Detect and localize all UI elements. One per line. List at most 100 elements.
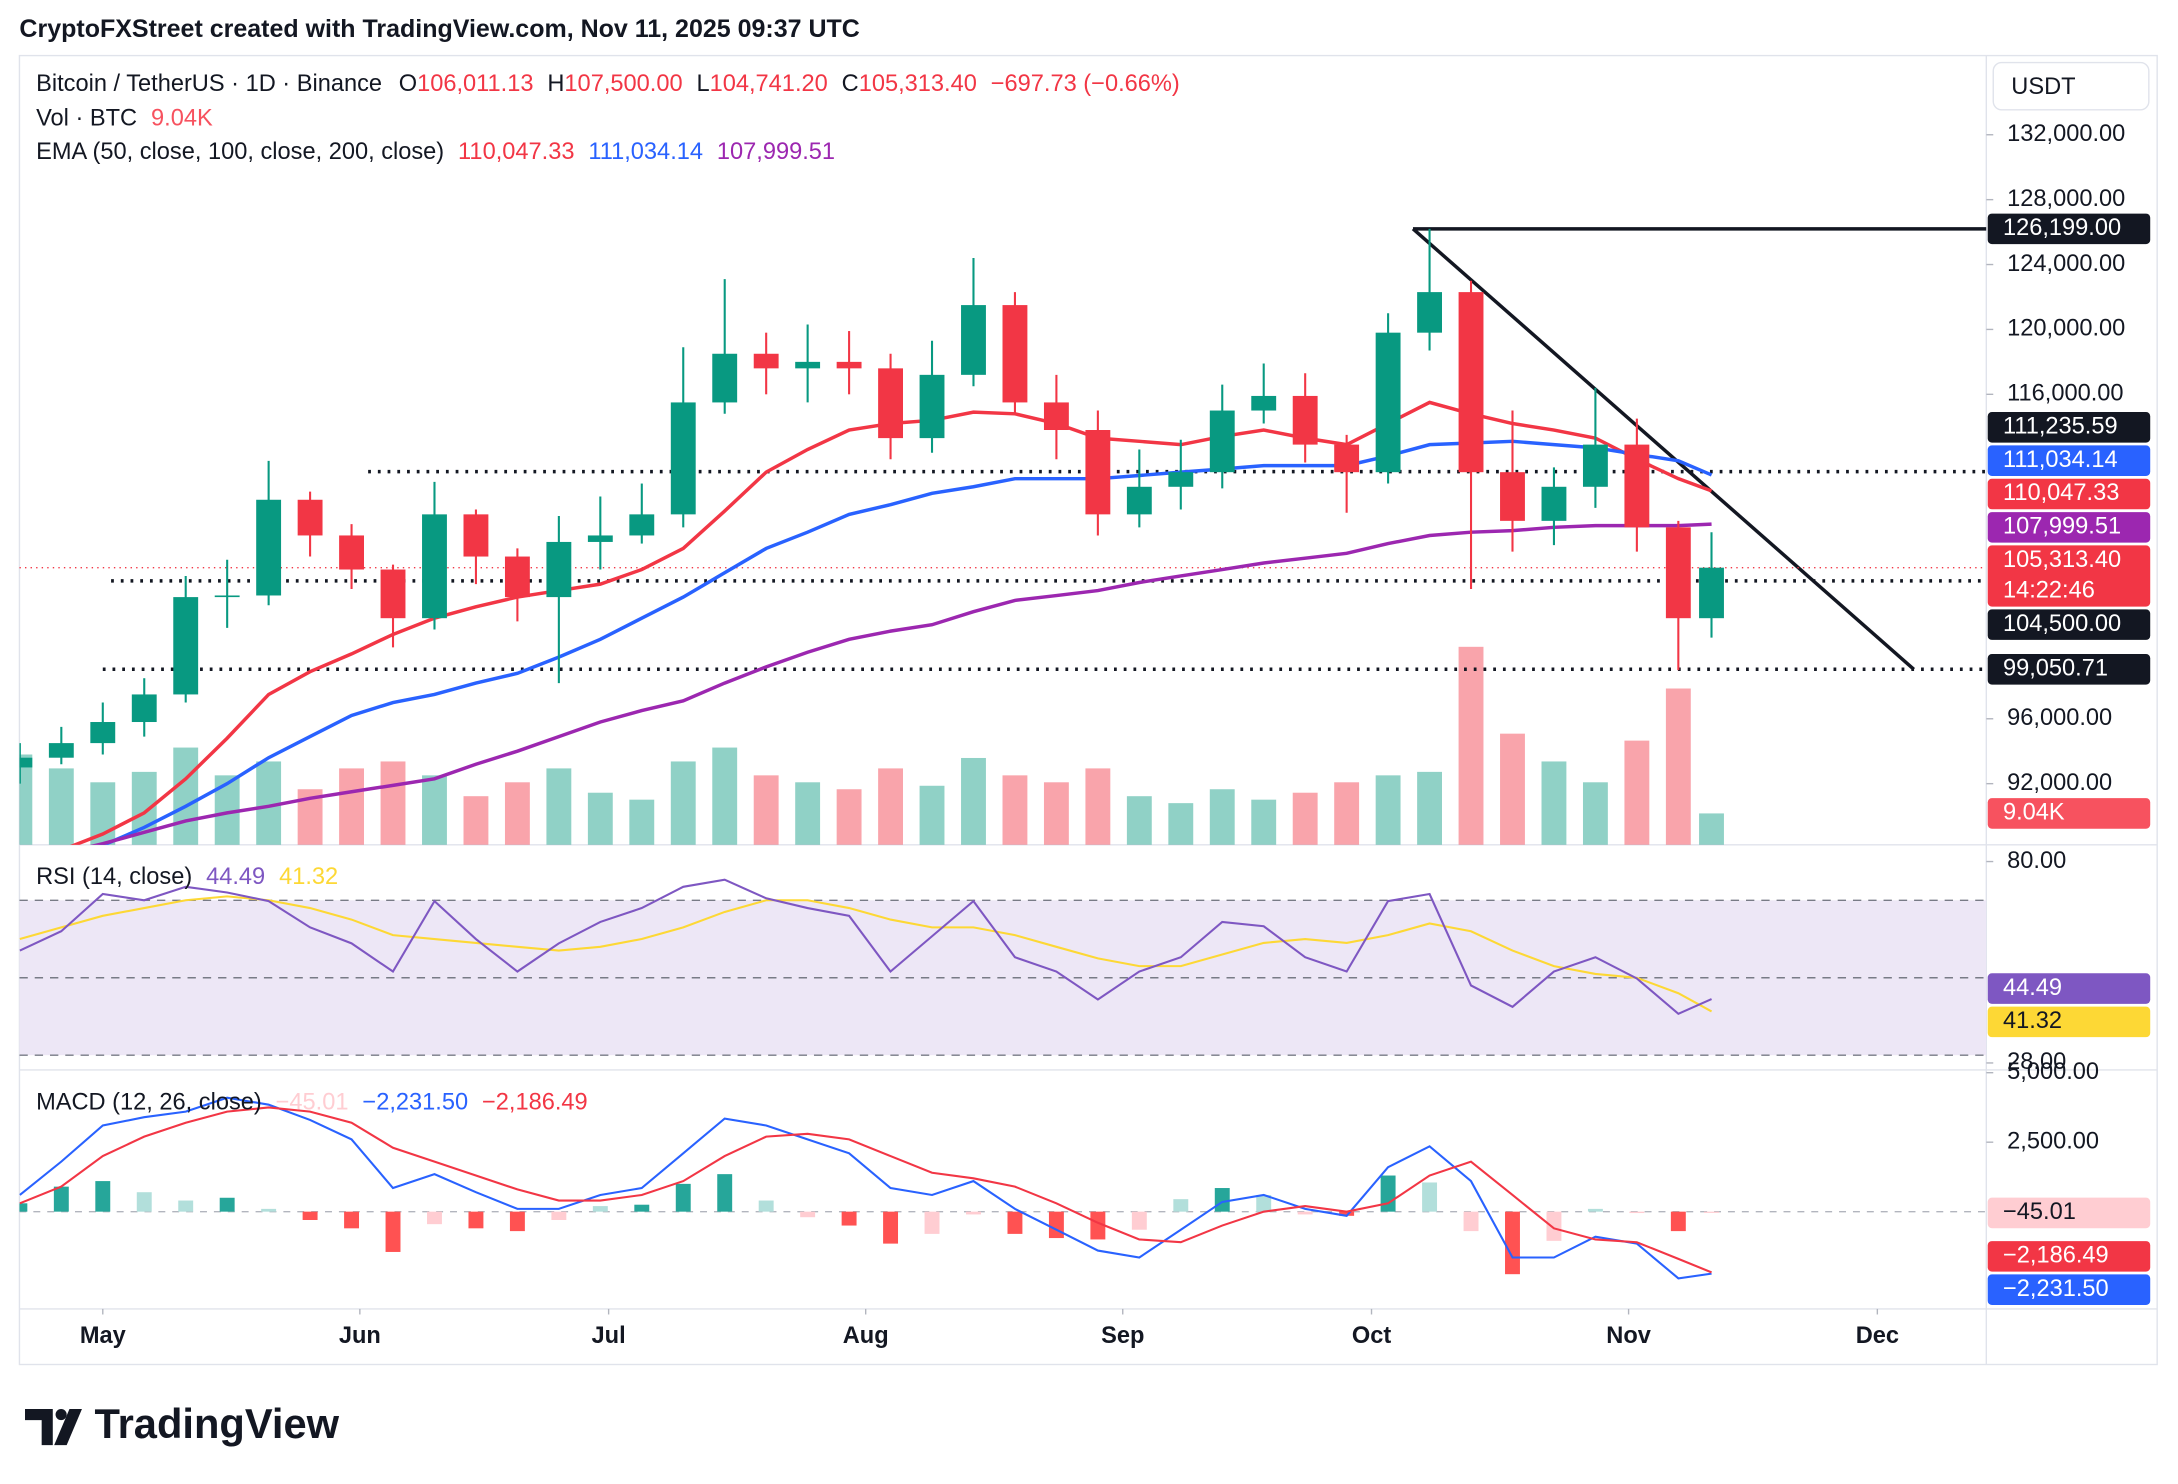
- price-tag-label: 99,050.71: [2003, 656, 2108, 682]
- legend-item: −2,231.50: [362, 1090, 468, 1116]
- macd-histogram-bar: [219, 1197, 235, 1212]
- volume-bar: [339, 768, 364, 845]
- candle-body: [1251, 395, 1277, 411]
- price-tag: [1987, 653, 2151, 685]
- candle-body: [90, 722, 116, 744]
- macd-histogram-bar: [675, 1183, 691, 1212]
- candle-body: [422, 514, 447, 619]
- legend-item: O: [399, 71, 417, 97]
- price-tag-label: 14:22:46: [2003, 578, 2095, 604]
- macd-histogram-bar: [1090, 1211, 1106, 1240]
- macd-histogram-bar: [841, 1211, 857, 1226]
- ema-line: [99, 439, 1713, 845]
- macd-histogram-bar: [1704, 1211, 1719, 1213]
- volume-bar: [836, 789, 862, 845]
- candle-body: [878, 368, 903, 439]
- legend-item: C: [842, 71, 859, 97]
- y-tick-label: 5,000.00: [2007, 1059, 2099, 1085]
- candle-body: [587, 535, 613, 542]
- macd-histogram-bar: [385, 1211, 401, 1252]
- currency-box[interactable]: [1992, 61, 2150, 111]
- volume-bar: [795, 782, 821, 845]
- volume-bar: [919, 785, 945, 845]
- macd-histogram-bar: [1505, 1211, 1520, 1275]
- price-tag: [1987, 545, 2151, 607]
- volume-bar: [422, 775, 447, 845]
- legend-item: 111,034.14: [588, 139, 703, 165]
- rsi-line: [19, 895, 1713, 1013]
- volume-bar: [1209, 789, 1235, 845]
- price-tag: [1987, 213, 2151, 245]
- macd-histogram-bar: [551, 1211, 567, 1220]
- volume-bar: [48, 768, 74, 845]
- trend-line: [1411, 227, 1915, 671]
- legend-item: 105,313.40: [859, 71, 977, 97]
- candle-body: [670, 402, 696, 515]
- macd-histogram-bar: [1297, 1211, 1313, 1215]
- candle-body: [1417, 292, 1443, 333]
- x-tick-label: Sep: [1101, 1323, 1144, 1349]
- candle-body: [1002, 305, 1028, 403]
- legend: MACD (12, 26, close) −45.01 −2,231.50 −2,18…: [36, 1090, 588, 1116]
- candle-body: [297, 499, 323, 536]
- legend-item: 106,011.13: [417, 71, 533, 97]
- macd-histogram-bar: [1173, 1199, 1189, 1212]
- volume-bar: [712, 747, 738, 845]
- volume-bar: [753, 775, 779, 845]
- volume-bar: [1251, 799, 1277, 845]
- legend-item: 107,500.00: [564, 71, 682, 97]
- legend-item: 44.49: [206, 864, 265, 890]
- macd-histogram-bar: [178, 1200, 194, 1212]
- volume-bar: [1292, 792, 1318, 845]
- macd-histogram-bar: [1007, 1211, 1023, 1234]
- candle-body: [1624, 444, 1650, 528]
- price-tag-label: 9.04K: [2003, 800, 2065, 826]
- candle-body: [629, 514, 655, 536]
- currency: USDT: [2011, 74, 2075, 100]
- price-tag: [1987, 1006, 2151, 1038]
- candle-body: [131, 694, 157, 723]
- macd-histogram-bar: [924, 1211, 940, 1234]
- legend-item: L: [696, 71, 709, 97]
- volume-bar: [1500, 733, 1525, 845]
- volume-bar: [1699, 813, 1724, 845]
- candle-body: [1458, 292, 1484, 473]
- price-tag: [1987, 1241, 2151, 1272]
- price-tag-label: −45.01: [2003, 1199, 2076, 1225]
- legend-item: −45.01: [276, 1090, 349, 1116]
- candle-body: [504, 556, 530, 598]
- legend-item: −697.73 (−0.66%): [991, 71, 1180, 97]
- candle-body: [339, 535, 364, 570]
- x-tick-label: Jul: [592, 1323, 626, 1349]
- macd-histogram-bar: [509, 1211, 525, 1232]
- volume-bar: [546, 768, 572, 845]
- macd-histogram-bar: [634, 1204, 650, 1212]
- x-tick-label: Aug: [843, 1323, 889, 1349]
- macd-histogram-bar: [1380, 1175, 1396, 1212]
- legend-item: 41.32: [279, 864, 338, 890]
- x-tick-label: Dec: [1856, 1323, 1899, 1349]
- volume-bar: [380, 761, 406, 845]
- macd-histogram-bar: [592, 1206, 608, 1212]
- legend-item: 107,999.51: [717, 139, 835, 165]
- price-tag-label: 126,199.00: [2003, 215, 2121, 241]
- candle-body: [173, 597, 199, 695]
- macd-histogram-bar: [758, 1200, 774, 1212]
- volume-bar: [463, 796, 489, 845]
- volume-bar: [19, 754, 33, 845]
- brand: TradingView: [94, 1400, 339, 1447]
- macd-histogram-bar: [53, 1186, 69, 1212]
- volume-bar: [961, 757, 986, 845]
- price-tag-label: 44.49: [2003, 975, 2062, 1001]
- price-tag-label: 111,235.59: [2003, 414, 2118, 440]
- y-tick-label: 116,000.00: [2007, 381, 2123, 407]
- y-tick-label: 2,500.00: [2007, 1128, 2099, 1154]
- macd-histogram-bar: [1587, 1208, 1603, 1212]
- volume-bar: [1458, 646, 1484, 845]
- pane: [19, 878, 1987, 1056]
- candle-body: [1699, 567, 1724, 619]
- macd-histogram-bar: [717, 1174, 733, 1212]
- legend-item: RSI (14, close): [36, 864, 192, 890]
